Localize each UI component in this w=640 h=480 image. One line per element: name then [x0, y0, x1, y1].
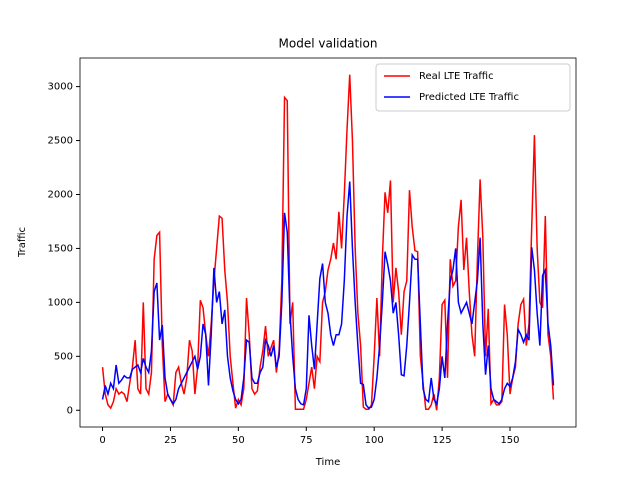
y-tick-label: 1500 [48, 243, 73, 254]
series-line [101, 74, 555, 411]
y-tick-label: 1000 [48, 297, 73, 308]
y-tick-label: 2500 [48, 136, 73, 147]
x-tick-label: 75 [300, 435, 313, 446]
legend-box [375, 63, 571, 112]
x-tick-label: 25 [164, 435, 177, 446]
x-tick-label: 150 [500, 435, 519, 446]
legend-label: Real LTE Traffic [419, 71, 494, 82]
y-tick-label: 500 [54, 351, 73, 362]
x-tick-label: 50 [232, 435, 245, 446]
y-tick-label: 3000 [48, 82, 73, 93]
x-tick-label: 125 [433, 435, 452, 446]
series-line [101, 181, 555, 410]
plot-frame [79, 57, 577, 428]
y-axis-label: Traffic [17, 227, 28, 258]
chart-title: Model validation [279, 37, 378, 51]
x-tick-label: 0 [99, 435, 105, 446]
y-tick-label: 2000 [48, 189, 73, 200]
legend-label: Predicted LTE Traffic [419, 92, 519, 103]
x-tick-label: 100 [365, 435, 384, 446]
y-tick-label: 0 [67, 405, 73, 416]
x-axis-label: Time [315, 457, 340, 468]
